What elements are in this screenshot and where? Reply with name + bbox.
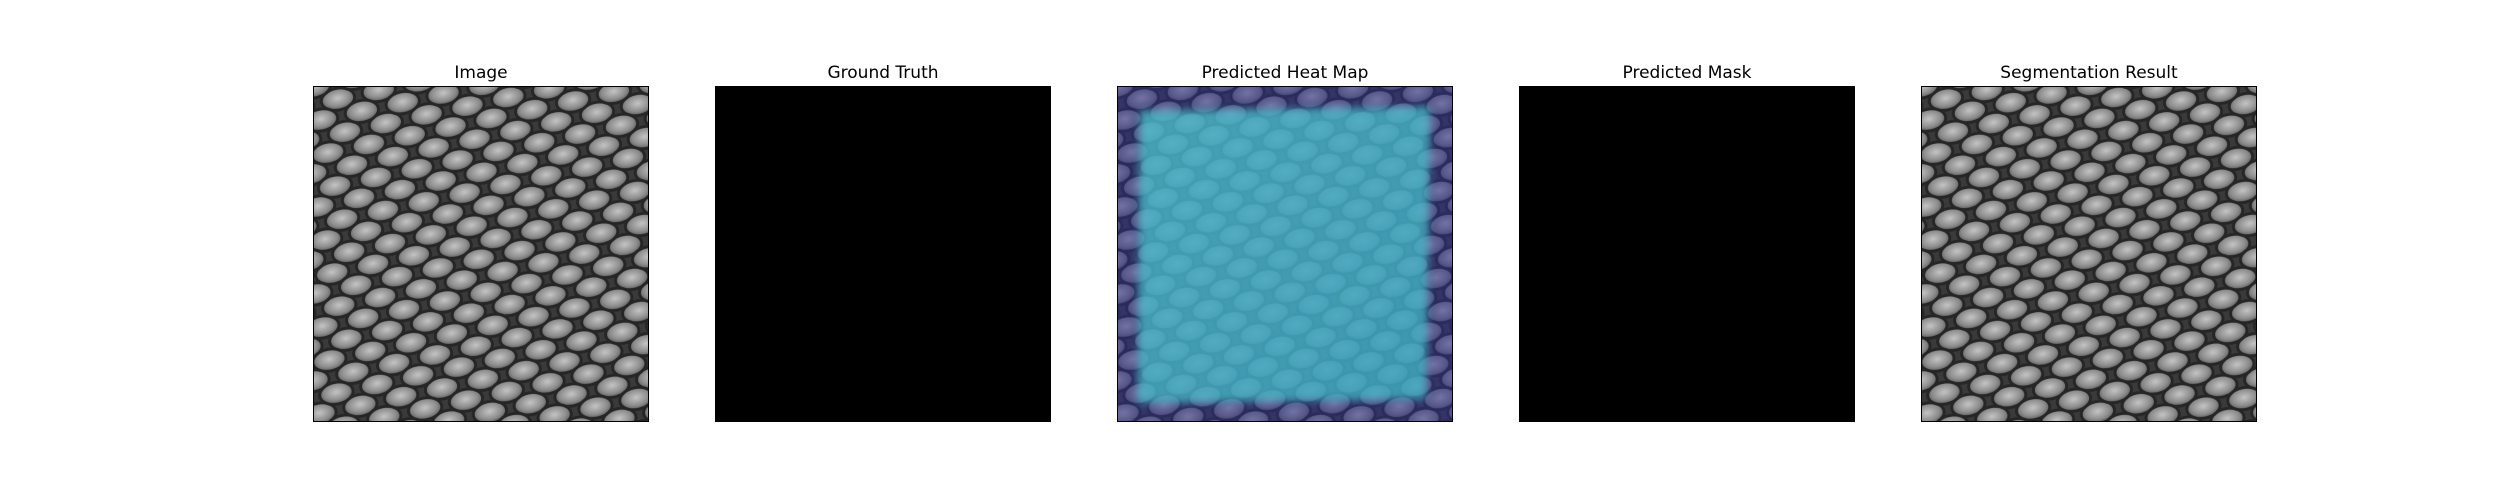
panel-title-image: Image: [454, 63, 508, 83]
segmentation-image: [1922, 87, 2256, 421]
texture-image: [314, 87, 648, 421]
panel-segmentation: Segmentation Result: [1921, 62, 2257, 422]
ground-truth-mask: [716, 87, 1050, 421]
panel-title-predicted-mask: Predicted Mask: [1622, 63, 1752, 83]
predicted-mask-frame: [1519, 86, 1855, 422]
panel-title-heat-map: Predicted Heat Map: [1201, 63, 1369, 83]
panel-heat-map: Predicted Heat Map: [1117, 62, 1453, 422]
panel-title-segmentation: Segmentation Result: [2000, 63, 2178, 83]
panel-title-ground-truth: Ground Truth: [827, 63, 939, 83]
segmentation-frame: [1921, 86, 2257, 422]
heat-map-image: [1118, 87, 1452, 421]
predicted-mask-image: [1520, 87, 1854, 421]
panel-ground-truth: Ground Truth: [715, 62, 1051, 422]
image-frame: [313, 86, 649, 422]
heat-map-frame: [1117, 86, 1453, 422]
ground-truth-frame: [715, 86, 1051, 422]
panel-image: Image: [313, 62, 649, 422]
panel-predicted-mask: Predicted Mask: [1519, 62, 1855, 422]
